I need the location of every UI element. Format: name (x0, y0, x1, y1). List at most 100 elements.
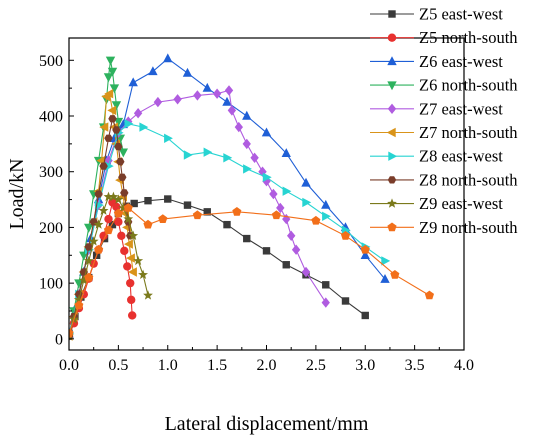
data-point (234, 121, 243, 133)
y-axis-title: Load/kN (6, 158, 28, 229)
legend-marker (387, 176, 397, 184)
data-point (262, 247, 271, 255)
legend-label: Z8 north-south (419, 170, 518, 189)
y-tick-label: 300 (39, 164, 63, 181)
series-z9-north-south (69, 203, 434, 338)
data-point (99, 162, 108, 170)
data-point (133, 108, 143, 119)
data-point (79, 251, 89, 261)
x-tick-label: 1.0 (158, 357, 178, 374)
data-point (281, 148, 291, 157)
legend-label: Z5 north-south (419, 28, 518, 47)
data-point (130, 199, 138, 208)
data-point (203, 147, 213, 157)
legend-item: Z9 north-south (370, 218, 518, 237)
data-point (183, 150, 193, 160)
data-point (302, 197, 312, 208)
data-point (144, 196, 152, 205)
plot-area (69, 53, 434, 342)
legend-marker (387, 222, 397, 232)
data-point (83, 255, 94, 266)
data-point (321, 199, 331, 209)
data-point (164, 195, 172, 203)
data-point (282, 213, 291, 225)
data-point (282, 261, 290, 269)
data-point (94, 190, 103, 198)
data-point (390, 270, 400, 279)
legend-marker (386, 127, 396, 138)
x-tick-label: 3.0 (355, 357, 375, 374)
data-point (104, 214, 113, 224)
legend: Z5 east-west Z5 north-south Z6 east-west Z6… (370, 5, 518, 237)
series-z9-east-west (69, 191, 153, 341)
data-point (103, 73, 114, 83)
data-point (118, 148, 128, 158)
data-point (112, 126, 121, 134)
data-point (311, 215, 321, 225)
data-point (360, 244, 370, 254)
data-point (69, 328, 74, 338)
data-point (74, 300, 84, 310)
data-point (84, 223, 94, 233)
data-point (78, 275, 89, 285)
data-point (143, 290, 153, 300)
legend-marker (387, 198, 397, 208)
legend-label: Z7 north-south (419, 123, 518, 142)
data-point (261, 127, 272, 137)
x-tick-label: 3.5 (405, 357, 425, 374)
data-point (202, 82, 212, 92)
data-point (105, 56, 116, 66)
data-point (114, 217, 123, 227)
data-point (126, 253, 135, 263)
data-point (242, 138, 251, 150)
x-axis-title: Lateral displacement/mm (165, 413, 369, 435)
data-point (93, 219, 104, 229)
data-point (291, 244, 301, 255)
x-tick-label: 2.5 (306, 357, 326, 374)
legend-label: Z6 north-south (419, 76, 518, 95)
series-z8-north-south (69, 115, 135, 340)
legend-item: Z7 north-south (370, 123, 518, 142)
data-point (104, 89, 114, 99)
data-point (242, 110, 252, 120)
data-point (107, 67, 118, 77)
x-tick-label: 2.0 (257, 357, 277, 374)
data-point (271, 210, 281, 220)
data-point (128, 267, 137, 277)
data-point (108, 220, 117, 229)
series-line (69, 198, 366, 334)
data-point (158, 214, 168, 223)
data-point (212, 88, 222, 99)
data-point (322, 281, 330, 289)
data-point (138, 269, 148, 279)
data-point (148, 66, 158, 76)
data-point (120, 246, 129, 256)
data-point (108, 191, 119, 201)
data-point (193, 90, 202, 101)
series-line (69, 207, 430, 334)
data-point (341, 297, 350, 305)
y-tick-label: 400 (39, 109, 63, 126)
data-point (223, 153, 233, 163)
data-point (124, 239, 133, 249)
legend-marker (387, 103, 397, 114)
y-tick-label: 500 (39, 53, 63, 70)
data-point (99, 122, 109, 132)
data-point (113, 208, 123, 218)
data-point (118, 173, 127, 181)
axes: 0.0 0.5 1.0 1.5 2.0 2.5 3.0 3.5 4.0 0 100 200 300 400… (39, 37, 474, 374)
data-point (224, 85, 234, 96)
data-point (107, 105, 117, 116)
legend-item: Z7 east-west (370, 99, 503, 118)
data-point (380, 274, 390, 283)
legend-label: Z9 north-south (419, 218, 518, 237)
data-point (262, 172, 272, 182)
data-point (222, 96, 232, 106)
data-point (360, 250, 370, 259)
data-point (250, 152, 259, 163)
x-tick-label: 0.5 (108, 357, 128, 374)
legend-label: Z7 east-west (419, 99, 503, 118)
data-point (103, 225, 114, 235)
legend-marker (387, 81, 397, 91)
